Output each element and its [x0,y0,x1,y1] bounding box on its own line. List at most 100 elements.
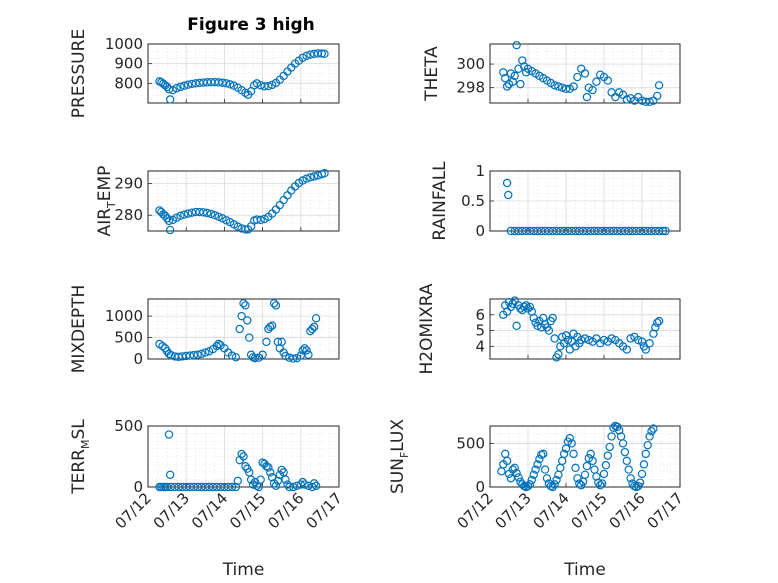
data-point [264,463,273,472]
data-point [158,341,167,351]
data-point [237,224,246,233]
data-point [256,475,265,484]
x-tick-label: 07/15 [226,489,269,532]
y-tick-label: 0 [133,350,143,368]
y-tick-label: 500 [114,329,143,347]
data-point [292,481,302,490]
data-point [624,465,633,474]
data-point [607,432,616,441]
data-point [573,72,582,82]
data-point [166,350,176,360]
data-point [658,226,668,236]
data-point [313,49,323,58]
data-point [183,80,193,89]
data-point [514,473,523,482]
data-point [233,476,242,486]
data-point [304,350,313,359]
data-point [510,71,519,81]
data-point [508,77,517,86]
data-point [262,337,271,347]
data-point [264,81,273,91]
data-point [201,348,210,357]
data-point [554,82,563,91]
data-point [241,88,250,97]
data-point [594,478,603,487]
data-point [288,482,298,492]
data-point [256,215,265,225]
data-point [249,81,259,90]
data-point [563,335,573,345]
data-point [227,482,237,492]
data-point [514,64,523,73]
data-point [601,461,611,470]
data-point [281,475,290,484]
y-tick-label: 0 [133,478,143,496]
data-point [237,311,246,321]
data-point [504,297,514,307]
data-point [172,84,181,93]
data-point [266,322,275,332]
data-point [622,456,632,466]
data-point [296,480,305,489]
data-point [501,74,510,83]
y-axis-label: TERRMSL [69,419,92,495]
data-point [206,209,216,219]
data-point [199,208,208,217]
y-tick-label: 280 [114,206,143,224]
data-point [661,226,670,236]
data-point [214,339,223,349]
data-point [309,322,319,332]
data-point [309,172,319,181]
data-point [214,212,223,221]
data-point [531,465,540,474]
data-point [298,477,307,487]
data-point [277,337,286,347]
series-markers [499,40,664,107]
data-point [502,456,512,466]
y-tick-label: 500 [114,417,143,435]
data-point [607,334,616,343]
data-point [643,440,652,450]
data-point [582,461,592,471]
data-point [320,49,329,59]
data-point [176,211,185,221]
x-tick-label: 07/15 [568,489,611,532]
data-point [550,480,559,489]
data-point [533,321,542,331]
data-point [639,460,649,469]
data-point [542,474,552,483]
series-markers [497,421,658,492]
data-point [165,95,175,104]
data-point [308,324,317,334]
y-axis-label: AIRTEMP [95,166,118,237]
y-tick-label: 4 [475,337,485,355]
data-point [288,354,298,363]
data-point [654,226,664,236]
data-point [653,318,662,327]
y-tick-label: 6 [475,306,485,324]
series-markers [155,49,329,104]
data-point [554,350,563,359]
data-point [533,460,542,469]
data-point [197,349,206,359]
data-point [569,82,578,91]
data-point [567,439,576,448]
series-markers [499,296,664,362]
data-point [273,476,283,486]
x-tick-label: 07/13 [492,489,535,532]
data-point [651,323,660,332]
data-point [164,216,174,226]
data-point [649,424,658,433]
y-axis-label: H2OMIXRA [417,283,437,374]
y-tick-label: 1 [475,162,485,180]
data-point [523,481,533,491]
x-tick-label: 07/17 [303,489,346,532]
axes-frame [489,298,681,360]
data-point [637,469,647,479]
data-point [635,478,645,487]
data-point [320,169,329,178]
data-point [561,84,571,94]
series-markers [155,430,321,492]
